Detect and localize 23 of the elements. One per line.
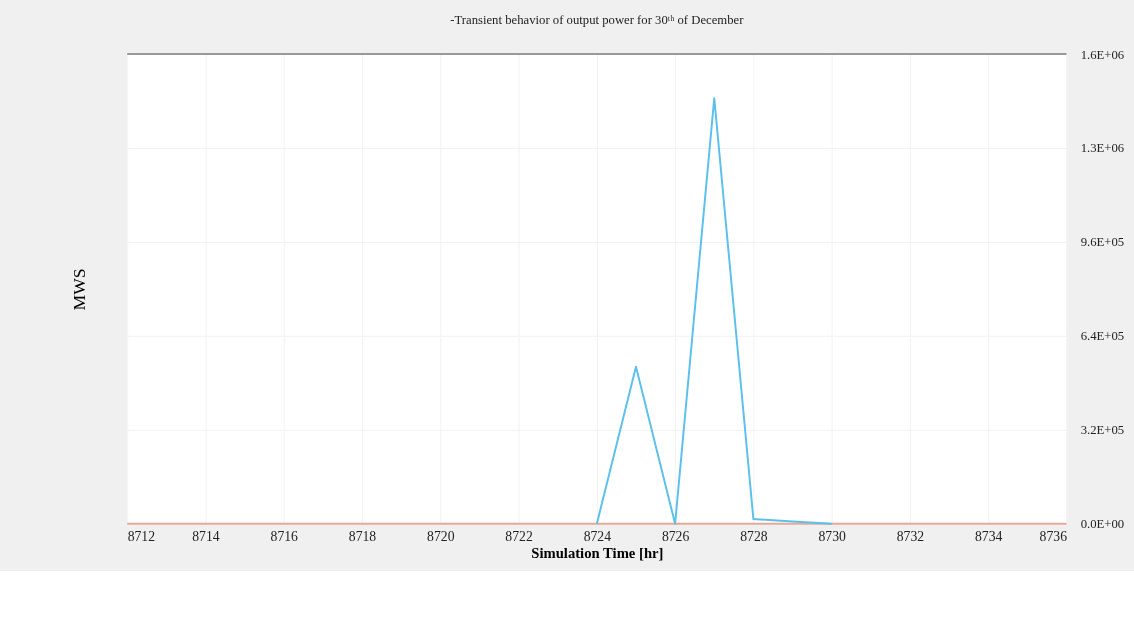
x-tick-label: 8720 [427,528,455,544]
line-series [595,97,833,525]
x-tick-label: 8722 [505,528,533,544]
x-tick-label: 8712 [127,528,156,544]
x-tick-label: 8736 [1039,528,1068,544]
x-tick-label: 8730 [818,528,846,544]
y-tick-label: 0.0E+00 [1080,517,1125,532]
x-tick-label: 8716 [270,528,299,544]
x-tick-label: 8728 [740,528,768,544]
y-tick-label: 6.4E+05 [1080,329,1125,344]
x-tick-label: 8732 [896,528,925,544]
x-tick-label: 8714 [192,528,220,544]
x-axis-title: Simulation Time [hr] [531,544,664,561]
y-tick-label: 3.2E+05 [1080,423,1125,438]
y-tick-label: 1.6E+06 [1080,47,1125,62]
y-tick-label: 1.3E+06 [1080,141,1125,156]
x-tick-label: 8726 [661,528,690,544]
y-tick-label: 9.6E+05 [1080,235,1125,250]
x-tick-label: 8734 [975,528,1003,544]
x-tick-label: 8724 [583,528,612,544]
chart-title: -Transient behavior of output power for 30ᵗʰ of December [450,12,745,27]
x-tick-label: 8718 [348,528,377,544]
y-axis-title: MWS [68,268,89,311]
